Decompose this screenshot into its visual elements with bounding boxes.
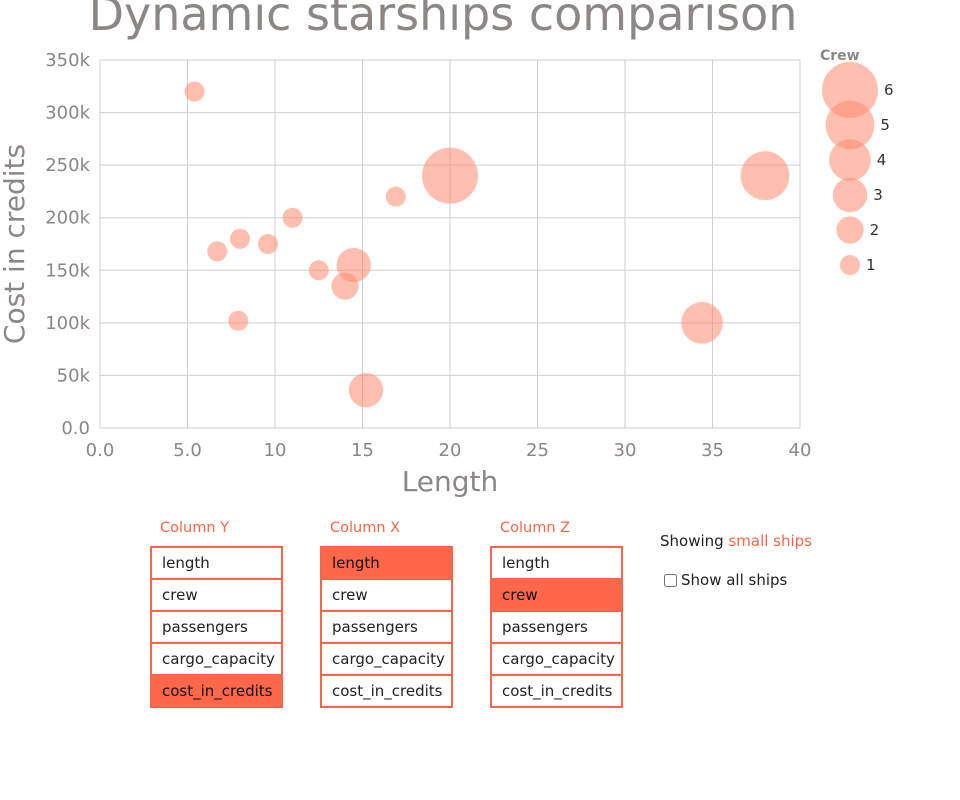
size-legend-circle [832, 177, 868, 213]
data-bubble [258, 234, 278, 254]
option-passengers[interactable]: passengers [152, 612, 281, 644]
option-passengers[interactable]: passengers [322, 612, 451, 644]
show-all-label: Show all ships [681, 571, 788, 589]
bubble-chart: 0.0 5.0 10 15 20 25 30 35 400.050k100k150k200k25… [0, 0, 894, 498]
y-tick-label: 250k [45, 155, 90, 176]
data-bubble [207, 241, 228, 262]
data-bubble [385, 186, 406, 207]
data-bubble [228, 310, 249, 331]
chart-points [184, 81, 790, 408]
option-length[interactable]: length [152, 548, 281, 580]
show-all-ships-toggle[interactable]: Show all ships [664, 571, 787, 589]
column-z-title: Column Z [500, 520, 571, 536]
option-crew[interactable]: crew [492, 580, 621, 612]
x-tick-label: 30 [614, 440, 637, 461]
option-length[interactable]: length [492, 548, 621, 580]
data-bubble [184, 81, 205, 102]
size-legend-circle [829, 139, 871, 181]
size-legend-circle [825, 100, 875, 150]
size-legend-circle [822, 62, 878, 118]
size-legend-label: 3 [873, 186, 883, 204]
y-axis-label: Cost in credits [0, 144, 31, 344]
option-cost-in-credits[interactable]: cost_in_credits [322, 676, 451, 706]
option-cargo-capacity[interactable]: cargo_capacity [492, 644, 621, 676]
data-bubble [336, 247, 371, 283]
x-tick-label: 5.0 [173, 440, 202, 461]
option-length[interactable]: length [322, 548, 451, 580]
x-tick-label: 25 [526, 440, 549, 461]
y-tick-label: 50k [57, 365, 91, 386]
option-crew[interactable]: crew [152, 580, 281, 612]
size-legend-circle [840, 255, 860, 275]
column-z-options: length crew passengers cargo_capacity cost_i… [490, 546, 623, 708]
chart-grid [99, 59, 801, 429]
showing-status: Showing small ships [660, 532, 812, 550]
showing-value: small ships [728, 532, 813, 550]
column-y-title: Column Y [160, 520, 229, 536]
y-tick-label: 0.0 [61, 418, 90, 439]
size-legend-circle [836, 216, 864, 244]
data-bubble [308, 260, 329, 281]
column-y-selector: Column Y length crew passengers cargo_capac… [150, 520, 283, 708]
option-cargo-capacity[interactable]: cargo_capacity [152, 644, 281, 676]
x-tick-label: 40 [789, 440, 812, 461]
size-legend-label: 4 [877, 151, 887, 169]
y-tick-label: 200k [45, 208, 90, 229]
option-crew[interactable]: crew [322, 580, 451, 612]
x-tick-label: 10 [264, 440, 287, 461]
chart-title: Dynamic starships comparison [89, 0, 798, 41]
data-bubble [282, 207, 303, 228]
size-legend-label: 2 [870, 221, 880, 239]
x-tick-label: 35 [701, 440, 724, 461]
size-legend: Crew 6 5 4 3 2 1 [820, 48, 894, 275]
size-legend-title: Crew [820, 48, 860, 64]
x-axis-label: Length [402, 465, 499, 498]
y-tick-label: 350k [45, 50, 90, 71]
data-bubble [230, 228, 250, 249]
x-tick-label: 0.0 [86, 440, 115, 461]
column-x-title: Column X [330, 520, 401, 536]
y-tick-label: 150k [45, 260, 90, 281]
column-z-selector: Column Z length crew passengers cargo_capac… [490, 520, 623, 708]
option-cargo-capacity[interactable]: cargo_capacity [322, 644, 451, 676]
data-bubble [740, 151, 790, 201]
column-y-options: length crew passengers cargo_capacity cost_i… [150, 546, 283, 708]
show-all-checkbox[interactable] [664, 573, 677, 587]
y-tick-label: 100k [45, 313, 90, 334]
option-cost-in-credits[interactable]: cost_in_credits [492, 676, 621, 706]
size-legend-label: 6 [884, 81, 894, 99]
size-legend-label: 5 [880, 116, 890, 134]
y-tick-label: 300k [45, 103, 90, 124]
option-passengers[interactable]: passengers [492, 612, 621, 644]
data-bubble [422, 147, 478, 204]
size-legend-label: 1 [866, 256, 876, 274]
option-cost-in-credits[interactable]: cost_in_credits [152, 676, 281, 706]
data-bubble [681, 302, 723, 344]
x-tick-label: 15 [351, 440, 374, 461]
column-x-options: length crew passengers cargo_capacity cost_i… [320, 546, 453, 708]
column-x-selector: Column X length crew passengers cargo_capac… [320, 520, 453, 708]
showing-prefix: Showing [660, 532, 724, 550]
chart-axes: 0.0 5.0 10 15 20 25 30 35 40 0.0 50k 100k 150k 200k 25… [45, 50, 811, 461]
data-bubble [348, 372, 384, 408]
x-tick-label: 20 [439, 440, 462, 461]
